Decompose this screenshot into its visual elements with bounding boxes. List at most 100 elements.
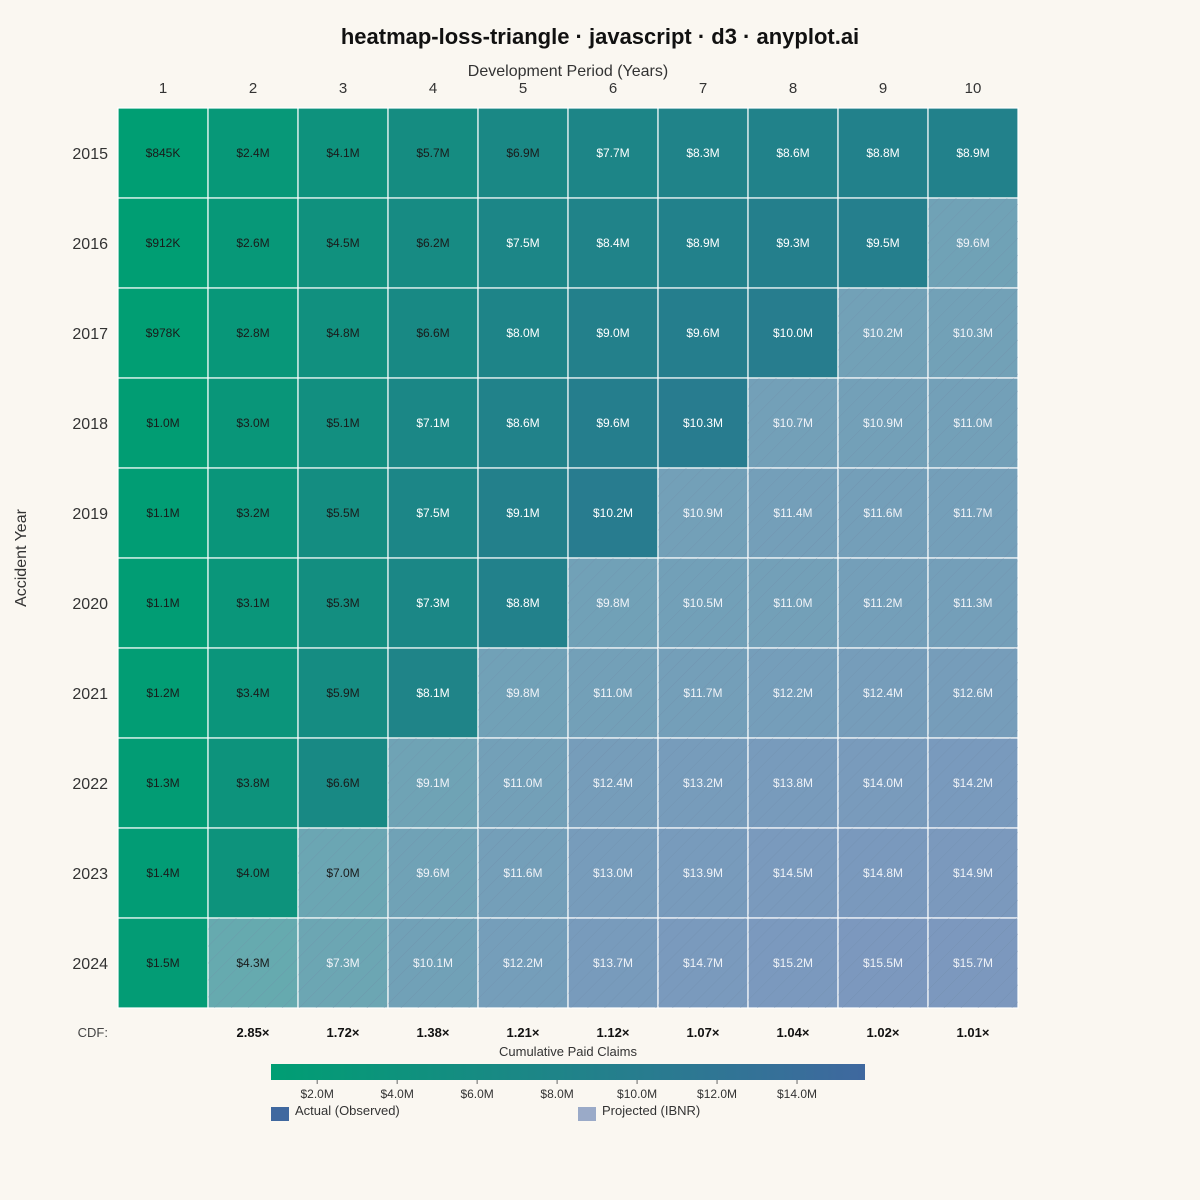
cell-label: $8.8M	[506, 596, 539, 610]
cell-label: $11.0M	[503, 776, 542, 790]
cell-observed	[567, 287, 659, 379]
cell-label: $4.0M	[236, 866, 269, 880]
cell-label: $5.5M	[326, 506, 359, 520]
cell-observed	[657, 107, 749, 199]
cell-label: $14.9M	[953, 866, 993, 880]
y-axis-title: Accident Year	[13, 508, 30, 607]
cell-label: $4.5M	[326, 236, 359, 250]
cell-observed	[657, 197, 749, 289]
cell-hatch	[838, 738, 928, 828]
cell-hatch	[838, 828, 928, 918]
cell-hatch	[568, 648, 658, 738]
cell-observed	[207, 827, 299, 919]
cell-label: $9.3M	[776, 236, 809, 250]
cell-label: $9.6M	[956, 236, 989, 250]
x-tick-label: 7	[699, 80, 707, 97]
cell-hatch	[928, 918, 1018, 1008]
cell-label: $7.3M	[416, 596, 449, 610]
cell-label: $11.7M	[683, 686, 722, 700]
cell-hatch	[748, 648, 838, 738]
colorbar	[271, 1064, 865, 1080]
cell-hatch	[568, 558, 658, 648]
cell-label: $9.5M	[866, 236, 899, 250]
cell-hatch	[388, 738, 478, 828]
cell-hatch	[568, 828, 658, 918]
cell-observed	[387, 647, 479, 739]
cell-label: $12.6M	[953, 686, 993, 700]
cell-label: $12.4M	[593, 776, 633, 790]
cell-hatch	[208, 918, 298, 1008]
legend-swatch-actual	[271, 1107, 289, 1121]
cell-label: $6.9M	[506, 146, 539, 160]
cell-label: $12.2M	[773, 686, 813, 700]
cdf-value: 1.38×	[417, 1025, 450, 1040]
cell-observed	[927, 107, 1019, 199]
x-axis-title: Development Period (Years)	[468, 63, 668, 80]
cell-observed	[567, 377, 659, 469]
colorbar-tick-label: $10.0M	[617, 1087, 657, 1101]
cell-hatch	[748, 738, 838, 828]
cell-observed	[297, 557, 389, 649]
cell-label: $14.8M	[863, 866, 903, 880]
cell-hatch	[748, 828, 838, 918]
cell-hatch	[388, 828, 478, 918]
cell-label: $978K	[146, 326, 181, 340]
cell-label: $4.3M	[236, 956, 269, 970]
cell-hatch	[748, 558, 838, 648]
cell-hatch	[658, 738, 748, 828]
cell-label: $11.4M	[773, 506, 812, 520]
cell-label: $10.2M	[863, 326, 903, 340]
cell-hatch	[478, 648, 568, 738]
cell-observed	[477, 197, 569, 289]
cell-hatch	[658, 558, 748, 648]
cell-observed	[207, 107, 299, 199]
y-tick-label: 2020	[72, 596, 108, 613]
cell-observed	[837, 107, 929, 199]
y-tick-label: 2021	[72, 686, 108, 703]
cell-label: $13.9M	[683, 866, 723, 880]
cell-observed	[117, 107, 209, 199]
cell-label: $10.7M	[773, 416, 813, 430]
cell-label: $10.5M	[683, 596, 723, 610]
cdf-value: 1.12×	[597, 1025, 630, 1040]
cell-label: $4.8M	[326, 326, 359, 340]
cell-hatch	[928, 738, 1018, 828]
cdf-value: 1.72×	[327, 1025, 360, 1040]
cell-hatch	[838, 558, 928, 648]
y-tick-label: 2019	[72, 506, 108, 523]
cell-label: $15.2M	[773, 956, 813, 970]
cell-observed	[837, 197, 929, 289]
cell-hatch	[928, 558, 1018, 648]
cell-hatch	[838, 288, 928, 378]
cell-observed	[387, 557, 479, 649]
cell-label: $9.6M	[686, 326, 719, 340]
cell-label: $6.6M	[416, 326, 449, 340]
cell-hatch	[658, 468, 748, 558]
cell-label: $11.6M	[503, 866, 542, 880]
cdf-value: 1.01×	[957, 1025, 990, 1040]
cell-label: $8.1M	[416, 686, 449, 700]
x-tick-label: 2	[249, 80, 257, 97]
colorbar-tick-label: $14.0M	[777, 1087, 817, 1101]
cell-label: $8.6M	[776, 146, 809, 160]
cell-hatch	[928, 378, 1018, 468]
y-tick-label: 2015	[72, 146, 108, 163]
cell-observed	[477, 467, 569, 559]
cdf-value: 1.04×	[777, 1025, 810, 1040]
x-tick-label: 8	[789, 80, 797, 97]
cell-observed	[387, 287, 479, 379]
cell-label: $1.2M	[146, 686, 179, 700]
cell-label: $8.0M	[506, 326, 539, 340]
cell-label: $12.2M	[503, 956, 543, 970]
cell-label: $10.1M	[413, 956, 453, 970]
cell-label: $7.5M	[416, 506, 449, 520]
legend-swatch-projected	[578, 1107, 596, 1121]
cell-observed	[387, 467, 479, 559]
cell-observed	[207, 737, 299, 829]
cell-hatch	[568, 738, 658, 828]
cell-observed	[207, 647, 299, 739]
cell-observed	[207, 377, 299, 469]
cell-label: $6.2M	[416, 236, 449, 250]
